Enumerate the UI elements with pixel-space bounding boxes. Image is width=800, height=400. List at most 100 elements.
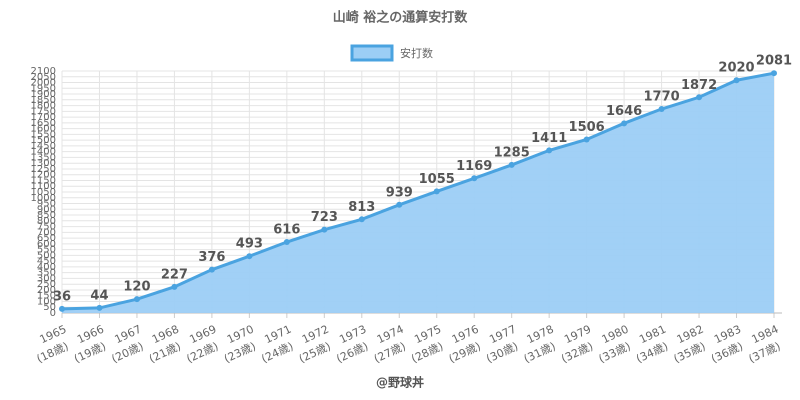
y-tick-label: 1150 [31, 175, 56, 186]
x-tick-sublabel: (19歳) [72, 340, 108, 366]
value-label: 44 [90, 288, 108, 303]
value-label: 376 [198, 250, 225, 265]
value-label: 813 [348, 200, 375, 215]
value-label: 1872 [681, 78, 717, 93]
value-label: 36 [53, 289, 71, 304]
y-tick-label: 1950 [31, 83, 56, 94]
y-tick-label: 850 [37, 210, 56, 221]
value-label: 1411 [531, 131, 567, 146]
point [171, 283, 178, 290]
y-tick-label: 400 [37, 262, 56, 273]
point [283, 239, 290, 246]
y-tick-label: 1400 [31, 147, 56, 158]
x-tick-sublabel: (27歳) [372, 340, 408, 366]
value-label: 120 [123, 280, 150, 295]
y-tick-label: 50 [43, 302, 56, 313]
value-label: 1646 [606, 104, 642, 119]
point [433, 188, 440, 195]
y-tick-label: 1750 [31, 106, 56, 117]
point [583, 136, 590, 143]
y-tick-label: 600 [37, 239, 56, 250]
point [771, 70, 777, 77]
x-tick-sublabel: (24歳) [259, 340, 295, 366]
x-tick-sublabel: (20歳) [110, 340, 146, 366]
y-tick-label: 1650 [31, 118, 56, 129]
value-label: 1285 [494, 145, 530, 160]
x-tick-sublabel: (18歳) [35, 340, 71, 366]
y-tick-label: 200 [37, 285, 56, 296]
point [133, 296, 140, 303]
value-label: 1169 [456, 159, 492, 174]
point [508, 161, 515, 168]
y-tick-label: 700 [37, 227, 56, 238]
y-tick-label: 2050 [31, 72, 56, 83]
value-label: 939 [386, 185, 413, 200]
y-tick-label: 1700 [31, 112, 56, 123]
y-tick-label: 1200 [31, 170, 56, 181]
point [96, 304, 103, 311]
y-tick-label: 0 [50, 308, 56, 319]
x-tick-sublabel: (29歳) [447, 340, 483, 366]
x-tick-sublabel: (35歳) [672, 340, 708, 366]
x-tick-sublabel: (36歳) [709, 340, 745, 366]
y-tick-label: 550 [37, 245, 56, 256]
y-tick-label: 1100 [31, 181, 56, 192]
value-label: 2020 [718, 61, 754, 76]
y-tick-label: 650 [37, 233, 56, 244]
y-tick-label: 1050 [31, 187, 56, 198]
y-tick-label: 1350 [31, 152, 56, 163]
point [246, 253, 253, 260]
point [696, 94, 703, 101]
y-tick-label: 2000 [31, 78, 56, 89]
x-tick-sublabel: (34歳) [634, 340, 670, 366]
x-tick-sublabel: (21歳) [147, 340, 183, 366]
y-tick-label: 1500 [31, 135, 56, 146]
footer: @野球丼 [376, 375, 424, 390]
y-tick-label: 1600 [31, 124, 56, 135]
x-tick-sublabel: (22歳) [184, 340, 220, 366]
y-tick-label: 1550 [31, 129, 56, 140]
value-label: 493 [236, 237, 263, 252]
value-label: 227 [161, 267, 188, 282]
y-tick-label: 1300 [31, 158, 56, 169]
y-tick-label: 450 [37, 256, 56, 267]
value-label: 1506 [569, 120, 605, 135]
y-tick-label: 1800 [31, 101, 56, 112]
y-tick-label: 950 [37, 199, 56, 210]
value-label: 1770 [643, 90, 679, 105]
chart-title: 山崎 裕之の通算安打数 [333, 10, 469, 26]
x-tick-sublabel: (25歳) [297, 340, 333, 366]
point [621, 120, 628, 127]
point [471, 175, 478, 182]
x-tick-sublabel: (23歳) [222, 340, 258, 366]
x-tick-sublabel: (28歳) [409, 340, 445, 366]
legend-swatch [350, 44, 394, 62]
point [59, 305, 65, 312]
x-tick-sublabel: (31歳) [522, 340, 558, 366]
y-tick-label: 300 [37, 273, 56, 284]
point [358, 216, 365, 223]
x-tick-sublabel: (30歳) [484, 340, 520, 366]
y-tick-label: 1900 [31, 89, 56, 100]
y-tick-label: 1450 [31, 141, 56, 152]
x-tick-sublabel: (32歳) [559, 340, 595, 366]
y-tick-label: 1000 [31, 193, 56, 204]
point [546, 147, 553, 154]
y-tick-label: 900 [37, 204, 56, 215]
point [733, 77, 740, 84]
y-tick-label: 150 [37, 291, 56, 302]
value-label: 1055 [419, 172, 455, 187]
y-tick-label: 1850 [31, 95, 56, 106]
value-label: 723 [311, 210, 338, 225]
x-tick-sublabel: (26歳) [334, 340, 370, 366]
area [62, 73, 774, 314]
legend-label: 安打数 [400, 46, 433, 60]
y-tick-label: 100 [37, 296, 56, 307]
point [396, 201, 403, 208]
value-label: 616 [273, 223, 300, 238]
value-label: 2081 [756, 54, 792, 69]
x-tick-sublabel: (33歳) [597, 340, 633, 366]
y-tick-label: 2100 [31, 66, 56, 77]
line [61, 71, 775, 311]
